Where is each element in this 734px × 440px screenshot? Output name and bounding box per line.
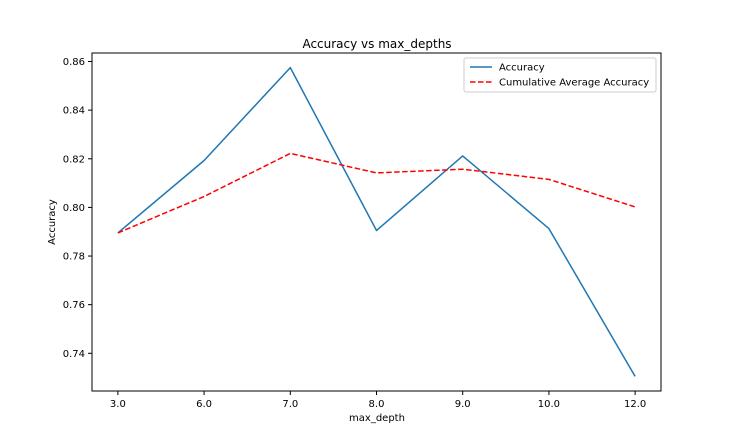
y-axis: 0.74 0.76 0.78 0.80 0.82 0.84 0.86 [63,57,92,360]
x-tick-label: 12.0 [624,399,646,410]
series-line-cumulative-average [117,152,636,234]
x-tick-label: 3.0 [110,399,126,410]
series-layer [117,66,636,377]
y-tick-label: 0.80 [63,203,85,214]
series-line-accuracy [117,66,636,377]
y-axis-label: Accuracy [47,199,58,245]
x-tick-label: 6.0 [196,399,212,410]
plot-area [91,52,662,392]
y-tick-label: 0.84 [63,106,85,117]
x-axis: 3.0 6.0 7.0 8.0 9.0 10.0 12.0 [110,391,646,410]
y-tick-label: 0.82 [63,154,85,165]
y-tick-label: 0.76 [63,300,85,311]
legend-box [463,57,657,93]
y-tick-label: 0.86 [63,57,85,68]
y-tick-label: 0.74 [63,349,85,360]
x-tick-label: 10.0 [538,399,560,410]
legend: Accuracy Cumulative Average Accuracy [463,57,657,93]
x-tick-label: 9.0 [455,399,471,410]
plot-border [91,52,662,392]
x-tick-label: 7.0 [282,399,298,410]
y-tick-label: 0.78 [63,252,85,263]
legend-label: Accuracy [499,63,545,74]
legend-label: Cumulative Average Accuracy [499,78,649,89]
chart-title: Accuracy vs max_depths [302,37,451,51]
x-tick-label: 8.0 [369,399,385,410]
x-axis-label: max_depth [349,413,405,424]
